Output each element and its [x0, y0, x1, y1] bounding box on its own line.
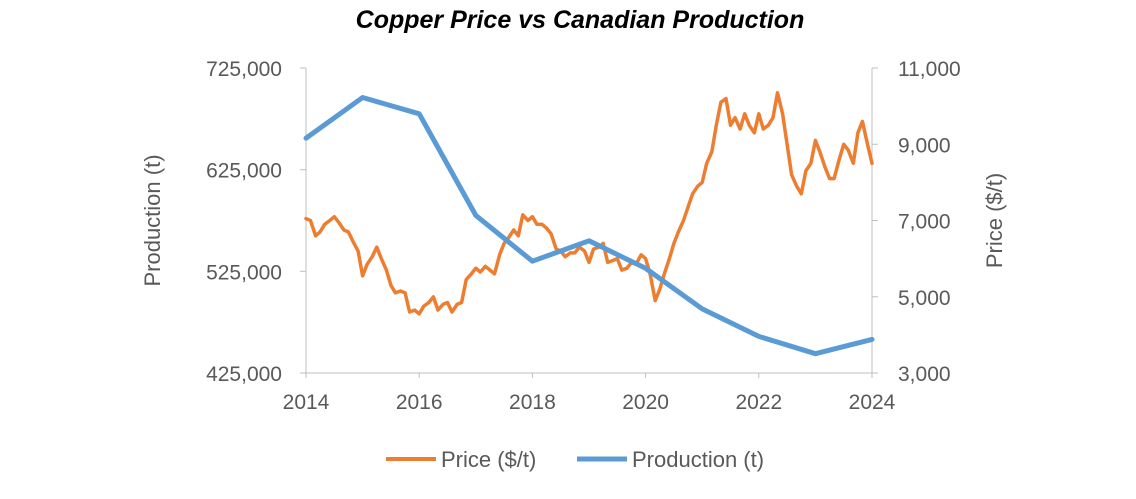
y-left-tick-label: 425,000: [206, 363, 282, 386]
legend: Price ($/t) Production (t): [386, 447, 764, 472]
y-right-tick-label: 9,000: [898, 134, 951, 157]
y-left-tick-label: 625,000: [206, 160, 282, 183]
x-tick-label: 2016: [396, 391, 443, 414]
y-right-tick-label: 3,000: [898, 363, 951, 386]
x-tick-label: 2014: [283, 391, 330, 414]
y-left-tick-label: 725,000: [206, 58, 282, 81]
y-axis-right-title: Price ($/t): [982, 173, 1007, 268]
y-left-tick-label: 525,000: [206, 261, 282, 284]
x-tick-label: 2022: [735, 391, 782, 414]
x-tick-label: 2020: [622, 391, 669, 414]
axes: 2014 2016 2018 2020 2022 2024 425,000 525,000 62…: [140, 58, 1007, 414]
x-tick-label: 2024: [849, 391, 896, 414]
chart-title: Copper Price vs Canadian Production: [356, 6, 805, 34]
y-right-tick-label: 11,000: [898, 58, 961, 81]
price-line: [304, 91, 874, 316]
y-right-tick-label: 5,000: [898, 287, 951, 310]
y-axis-left-title: Production (t): [140, 154, 165, 286]
y-right-tick-label: 7,000: [898, 211, 951, 234]
legend-label-price: Price ($/t): [441, 447, 536, 472]
legend-label-production: Production (t): [632, 447, 764, 472]
production-line: [303, 95, 875, 357]
x-tick-label: 2018: [509, 391, 556, 414]
series-layer: [303, 91, 875, 357]
